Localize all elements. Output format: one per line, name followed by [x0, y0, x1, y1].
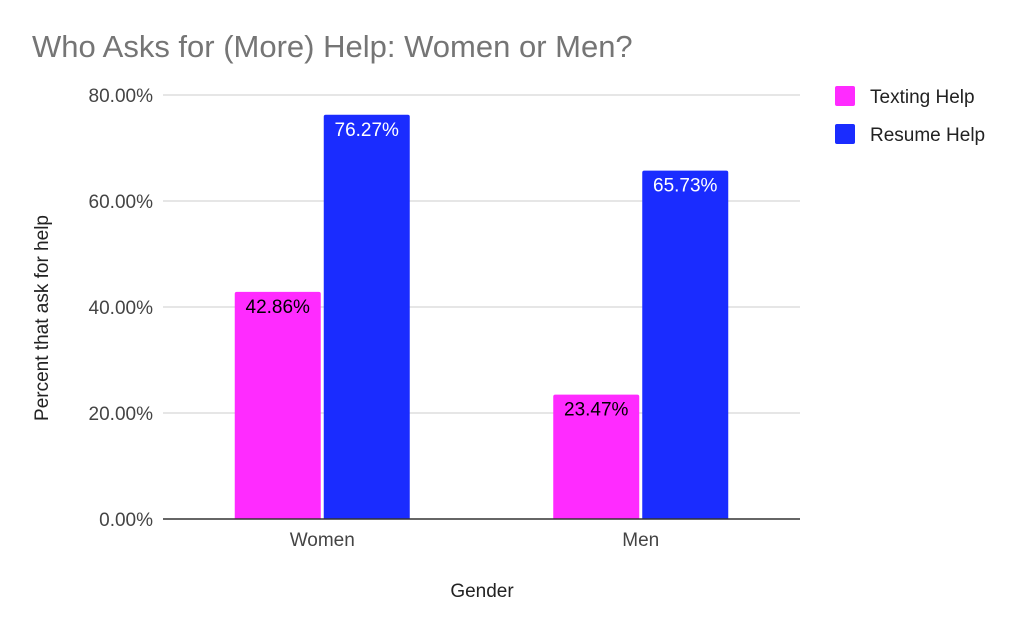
y-tick-label: 0.00% — [99, 510, 153, 531]
x-tick-label: Women — [290, 530, 355, 551]
x-tick-label: Men — [622, 530, 659, 551]
legend-swatch — [835, 124, 855, 144]
legend-swatch — [835, 86, 855, 106]
y-tick-label: 60.00% — [89, 192, 154, 213]
x-axis: Women Men — [163, 518, 800, 551]
legend: Texting Help Resume Help — [835, 86, 985, 146]
bar — [642, 170, 729, 520]
legend-label: Texting Help — [870, 87, 975, 108]
y-axis: 0.00% 20.00% 40.00% 60.00% 80.00% — [89, 86, 154, 531]
bar — [323, 114, 410, 520]
data-labels: 42.86% 76.27% 23.47% 65.73% — [246, 120, 718, 421]
bars — [234, 114, 729, 520]
bar — [234, 291, 321, 519]
data-label: 23.47% — [564, 400, 629, 421]
y-tick-label: 80.00% — [89, 86, 154, 107]
bar — [553, 394, 640, 519]
y-axis-title: Percent that ask for help — [32, 215, 53, 421]
x-axis-title: Gender — [450, 581, 514, 602]
legend-label: Resume Help — [870, 125, 985, 146]
y-tick-label: 20.00% — [89, 404, 154, 425]
data-label: 42.86% — [246, 297, 311, 318]
y-tick-label: 40.00% — [89, 298, 154, 319]
chart-title: Who Asks for (More) Help: Women or Men? — [32, 29, 633, 64]
data-label: 76.27% — [335, 120, 400, 141]
data-label: 65.73% — [653, 176, 718, 197]
